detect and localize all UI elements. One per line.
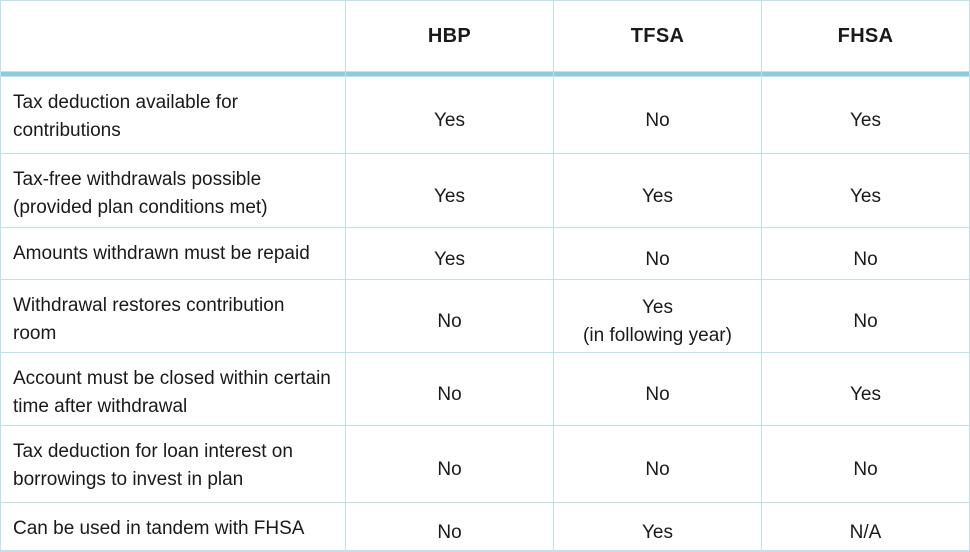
header-cell-empty	[1, 1, 345, 71]
cell-value-main: Yes	[642, 297, 673, 318]
cell-tfsa: No	[554, 353, 761, 425]
cell-tfsa: Yes	[554, 503, 761, 550]
cell-tfsa: Yes (in following year)	[554, 280, 761, 352]
cell-fhsa: Yes	[762, 154, 969, 227]
cell-tfsa: No	[554, 426, 761, 502]
cell-hbp: No	[346, 426, 553, 502]
cell-tfsa: Yes	[554, 154, 761, 227]
row-label: Tax-free withdrawals possible (provided …	[1, 154, 345, 227]
header-cell-hbp: HBP	[346, 1, 553, 71]
header-rule-segment	[346, 72, 553, 76]
cell-hbp: Yes	[346, 228, 553, 279]
header-cell-fhsa: FHSA	[762, 1, 969, 71]
header-rule-segment	[554, 72, 761, 76]
row-label: Tax deduction available for contribution…	[1, 77, 345, 153]
cell-hbp: No	[346, 503, 553, 550]
cell-fhsa: No	[762, 426, 969, 502]
cell-hbp: No	[346, 280, 553, 352]
cell-fhsa: Yes	[762, 353, 969, 425]
cell-tfsa: No	[554, 77, 761, 153]
row-label: Amounts withdrawn must be repaid	[1, 228, 345, 279]
cell-value-note: (in following year)	[583, 325, 732, 346]
cell-fhsa: N/A	[762, 503, 969, 550]
cell-hbp: Yes	[346, 154, 553, 227]
row-label: Account must be closed within certain ti…	[1, 353, 345, 425]
row-label: Can be used in tandem with FHSA	[1, 503, 345, 550]
row-label: Tax deduction for loan interest on borro…	[1, 426, 345, 502]
cell-fhsa: No	[762, 228, 969, 279]
cell-hbp: Yes	[346, 77, 553, 153]
header-rule-segment	[762, 72, 969, 76]
row-label: Withdrawal restores contribution room	[1, 280, 345, 352]
cell-tfsa: No	[554, 228, 761, 279]
cell-fhsa: Yes	[762, 77, 969, 153]
header-cell-tfsa: TFSA	[554, 1, 761, 71]
cell-hbp: No	[346, 353, 553, 425]
header-rule-segment	[1, 72, 345, 76]
cell-fhsa: No	[762, 280, 969, 352]
